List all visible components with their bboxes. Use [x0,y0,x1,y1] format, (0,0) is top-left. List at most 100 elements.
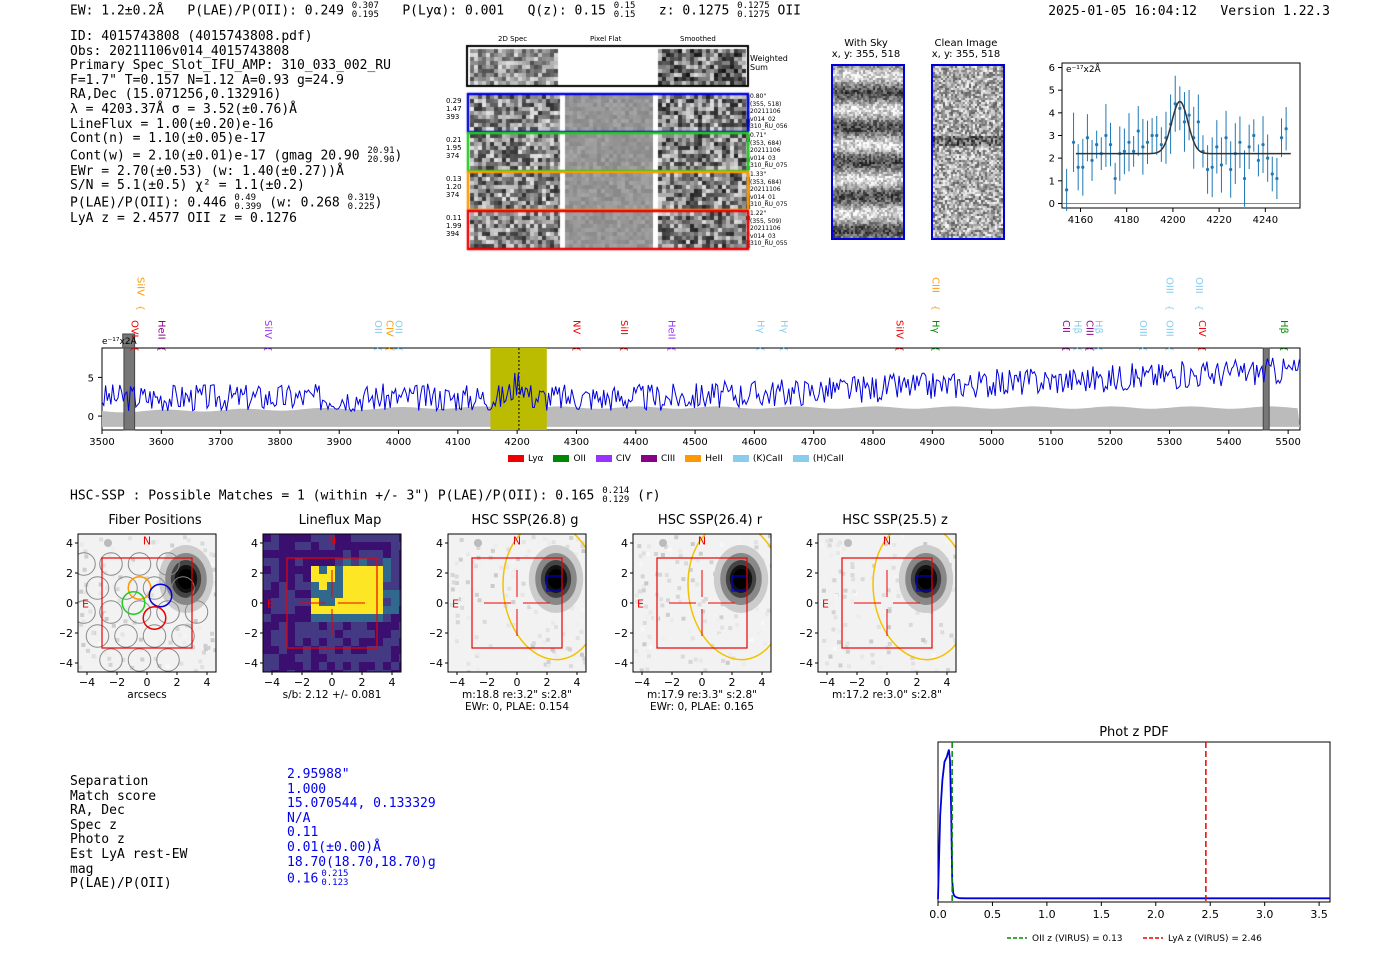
noise-pixel [197,626,202,631]
noise-pixel [769,563,771,568]
clean-image [931,64,1005,240]
flux-pixel [383,662,391,670]
flux-pixel [375,670,383,672]
timestamp: 2025-01-05 16:04:12 [1048,4,1197,19]
legend-label: OII z (VIRUS) = 0.13 [1032,934,1123,944]
noise-pixel [850,569,855,574]
match-label: Photo z [70,832,125,848]
fiber-circle [142,576,167,600]
emission-line-label: CIV [1196,320,1207,337]
flux-pixel [359,654,367,662]
flux-pixel [311,606,319,614]
flux-pixel [327,670,335,672]
x-tick-label: 5100 [1038,437,1063,448]
noise-pixel [634,593,639,598]
cutout-row-meta: 1.22" (355, 509) 20211106 v014_03 310_RU_055 [750,210,787,248]
x-tick-label: −2 [849,676,865,689]
x-tick-label: −2 [109,676,125,689]
flux-pixel [351,566,359,574]
noise-pixel [841,547,846,552]
flux-pixel [303,566,311,574]
noise-pixel [833,615,838,620]
z-hi: 0.1275 [737,1,770,11]
y-axis-label: e⁻¹⁷x2Å [102,335,138,347]
cutout-meta: 0.80" [750,93,767,100]
flux-pixel [295,550,303,558]
panel-caption-2: EWr: 0, PLAE: 0.154 [465,701,569,713]
flux-pixel [359,550,367,558]
flux-pixel [327,630,335,638]
noise-pixel [831,610,836,615]
noise-pixel [140,657,145,662]
y-tick-label: 2 [1049,154,1055,165]
noise-pixel [763,641,768,646]
noise-pixel [766,608,771,613]
noise-pixel [721,658,726,663]
flux-pixel [319,646,327,654]
data-point [1141,145,1145,149]
flux-pixel [263,542,271,550]
emission-line-bracket: { [778,346,788,352]
flux-pixel [287,630,295,638]
noise-pixel [493,543,498,548]
noise-pixel [561,631,566,636]
noise-pixel [115,638,120,643]
flux-pixel [319,670,327,672]
noise-pixel [575,636,580,641]
emission-line-marker: OIII { [1137,320,1148,352]
noise-pixel [832,578,837,583]
fiber-circle [78,552,96,576]
noise-pixel [667,547,672,552]
noise-pixel [645,614,650,619]
flux-pixel [375,566,383,574]
noise-pixel [898,591,903,596]
flux-pixel [279,558,287,566]
noise-pixel [923,541,928,546]
noise-pixel [856,614,861,619]
noise-pixel [91,590,96,595]
noise-pixel [675,559,680,564]
match-value-text: N/A [287,810,311,826]
flux-pixel [295,662,303,670]
flux-pixel [391,582,399,590]
noise-pixel [454,581,459,586]
legend-label: (H)CaII [812,453,844,464]
flux-pixel [319,582,327,590]
noise-pixel [910,655,915,660]
noise-pixel [825,539,830,544]
noise-pixel [466,670,471,672]
contw-text: Cont(w) = 2.10(±0.01)e-17 (gmag 20.90 [70,148,360,164]
flux-pixel [271,542,279,550]
noise-pixel [939,622,944,627]
flux-pixel [351,662,359,670]
noise-pixel [934,668,939,672]
legend-label: HeII [705,453,723,464]
emission-line-label: Hγ [778,320,789,334]
flux-pixel [343,630,351,638]
noise-pixel [466,615,471,620]
flux-pixel [335,590,343,598]
flux-pixel [335,606,343,614]
cutout-meta: (355, 518) [750,100,782,108]
flux-pixel [399,630,401,638]
flux-pixel [391,662,399,670]
flux-pixel [279,630,287,638]
flux-pixel [303,542,311,550]
flux-pixel [335,534,343,542]
emission-line-label: SiIV [262,320,273,339]
noise-pixel [79,542,84,547]
flux-pixel [359,590,367,598]
flux-pixel [279,638,287,646]
info-line: Cont(n) = 1.10(±0.05)e-17 [70,131,266,147]
noise-pixel [177,633,182,638]
noise-pixel [470,588,475,593]
noise-pixel [741,661,746,666]
col-flat-label: Pixel Flat [590,35,622,43]
data-point [1108,142,1113,147]
flux-pixel [295,654,303,662]
noise-pixel [895,578,900,583]
noise-pixel [545,628,550,633]
cutout-meta: 1.33" [750,171,767,178]
